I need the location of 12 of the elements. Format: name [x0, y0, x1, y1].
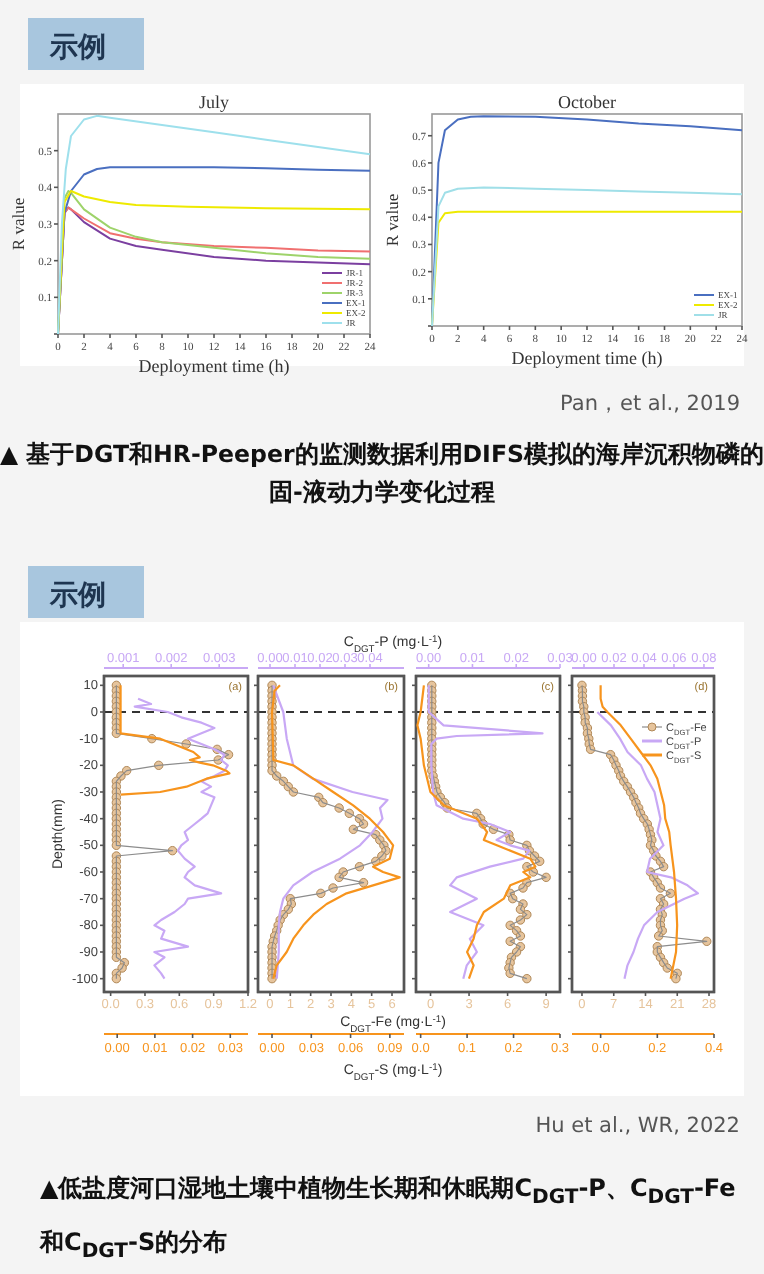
y-axis-title: R value: [8, 197, 28, 251]
chart-title: July: [198, 92, 230, 112]
text: Pan，et al., 2019: [560, 392, 740, 416]
x-axis-title: Deployment time (h): [511, 348, 663, 368]
x-axis-title: Deployment time (h): [138, 356, 290, 376]
text: ▲ 基于DGT和HR-Peeper的监测数据利用DIFS模拟的海岸沉积物磷的固-液动力学变化过程: [0, 438, 764, 510]
text: 示例: [48, 580, 106, 612]
text: Hu et al., WR, 2022: [535, 1114, 740, 1138]
text: 示例: [48, 32, 106, 64]
y-axis-title: R value: [382, 193, 402, 247]
chart-title: October: [558, 92, 616, 112]
text: ▲低盐度河口湿地土壤中植物生长期和休眠期C$_{DGT}$-P、C$_{DGT}$-Fe和C$_{DGT}$-S的分布: [40, 1174, 736, 1264]
